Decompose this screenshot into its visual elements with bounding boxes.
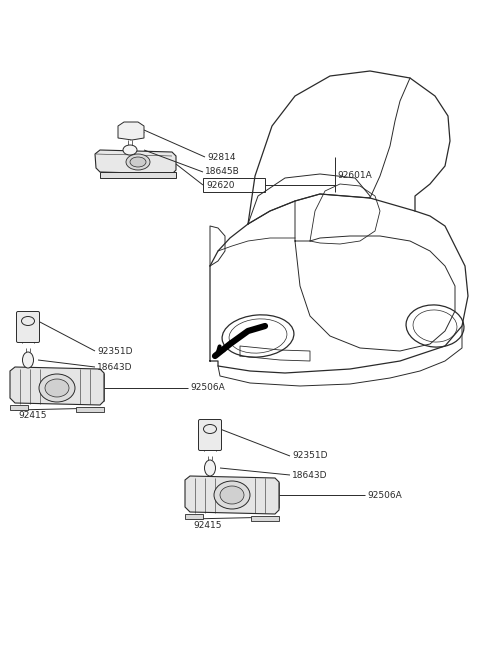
Text: 18643D: 18643D [97,363,132,371]
Text: 18645B: 18645B [205,167,240,176]
Ellipse shape [23,352,34,368]
Polygon shape [10,367,104,405]
Ellipse shape [123,145,137,155]
Text: 92601A: 92601A [337,171,372,180]
Ellipse shape [220,486,244,504]
Ellipse shape [204,460,216,476]
Bar [251,516,279,521]
Bar [10,405,28,410]
Text: 92415: 92415 [18,411,47,419]
Bar [203,178,265,192]
Text: 92506A: 92506A [190,384,225,392]
Polygon shape [185,476,279,514]
Text: 92351D: 92351D [292,451,327,461]
Text: 92506A: 92506A [367,491,402,499]
Bar [76,407,104,412]
Ellipse shape [130,157,146,167]
Polygon shape [95,150,176,174]
Text: 18643D: 18643D [292,470,327,480]
Ellipse shape [39,374,75,402]
Ellipse shape [45,379,69,397]
Text: 92814: 92814 [207,152,236,161]
Text: 92351D: 92351D [97,346,132,356]
Polygon shape [118,122,144,140]
FancyBboxPatch shape [199,419,221,451]
Bar [100,172,176,178]
Ellipse shape [126,154,150,170]
FancyBboxPatch shape [16,312,39,342]
Text: 92415: 92415 [193,520,221,529]
Text: 92620: 92620 [206,180,235,190]
Bar [185,514,203,519]
Ellipse shape [214,481,250,509]
